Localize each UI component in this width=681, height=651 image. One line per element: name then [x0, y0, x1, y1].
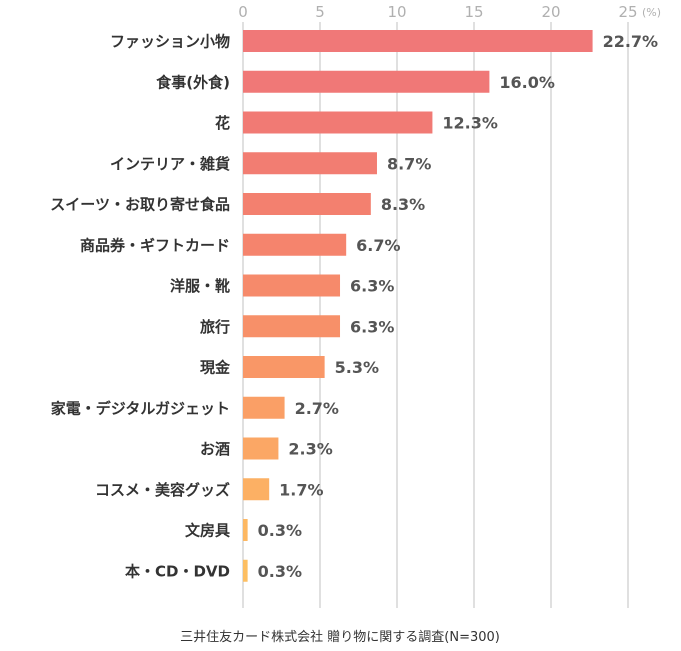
bar: [243, 70, 490, 93]
category-label: お酒: [200, 440, 230, 458]
x-tick-label: 20: [541, 3, 560, 21]
x-tick-label: 0: [238, 3, 248, 21]
bar: [243, 30, 593, 52]
category-label: スイーツ・お取り寄せ食品: [50, 196, 230, 214]
bar: [243, 233, 347, 256]
category-label: 食事(外食): [156, 73, 230, 91]
x-tick-label: 10: [387, 3, 406, 21]
bar: [243, 356, 325, 378]
category-label: 家電・デジタルガジェット: [51, 399, 230, 417]
bar: [243, 111, 433, 134]
bars: [243, 30, 593, 582]
value-label: 2.7%: [295, 399, 339, 418]
bar: [243, 478, 270, 501]
value-label: 22.7%: [603, 32, 659, 51]
x-tick-label: 15: [464, 3, 483, 21]
x-axis-unit: (%): [642, 6, 661, 19]
bar: [243, 437, 279, 460]
value-label: 5.3%: [335, 358, 379, 377]
x-axis-ticks: 0 5 10 15 20 25: [238, 3, 637, 21]
category-label: 文房具: [185, 522, 230, 540]
value-labels: 22.7% 16.0% 12.3% 8.7% 8.3% 6.7% 6.3% 6.3% 5.3% 2…: [258, 32, 658, 581]
category-label: 現金: [200, 359, 231, 377]
category-label: 洋服・靴: [170, 277, 230, 295]
category-label: ファッション小物: [110, 33, 230, 51]
category-label: 本・CD・DVD: [125, 562, 230, 580]
value-label: 12.3%: [442, 114, 498, 133]
category-label: インテリア・雑貨: [110, 155, 230, 173]
value-label: 1.7%: [279, 480, 323, 499]
bar: [243, 315, 341, 338]
value-label: 0.3%: [258, 521, 302, 540]
x-tick-label: 25: [618, 3, 637, 21]
x-tick-label: 5: [315, 3, 325, 21]
source-note: 三井住友カード株式会社 贈り物に関する調査(N=300): [180, 629, 500, 645]
value-label: 0.3%: [258, 562, 302, 581]
bar: [243, 559, 248, 582]
value-label: 8.7%: [387, 154, 431, 173]
bar: [243, 396, 285, 419]
value-label: 2.3%: [288, 440, 332, 459]
category-label: 花: [215, 114, 230, 132]
bar: [243, 152, 377, 175]
category-label: 旅行: [200, 318, 230, 336]
category-label: コスメ・美容グッズ: [95, 481, 230, 499]
category-label: 商品券・ギフトカード: [80, 236, 230, 254]
value-label: 6.7%: [356, 236, 400, 255]
value-label: 6.3%: [350, 317, 394, 336]
bar: [243, 274, 341, 297]
value-label: 6.3%: [350, 277, 394, 296]
value-label: 8.3%: [381, 195, 425, 214]
bar: [243, 519, 248, 541]
value-label: 16.0%: [499, 73, 555, 92]
bar: [243, 193, 371, 215]
